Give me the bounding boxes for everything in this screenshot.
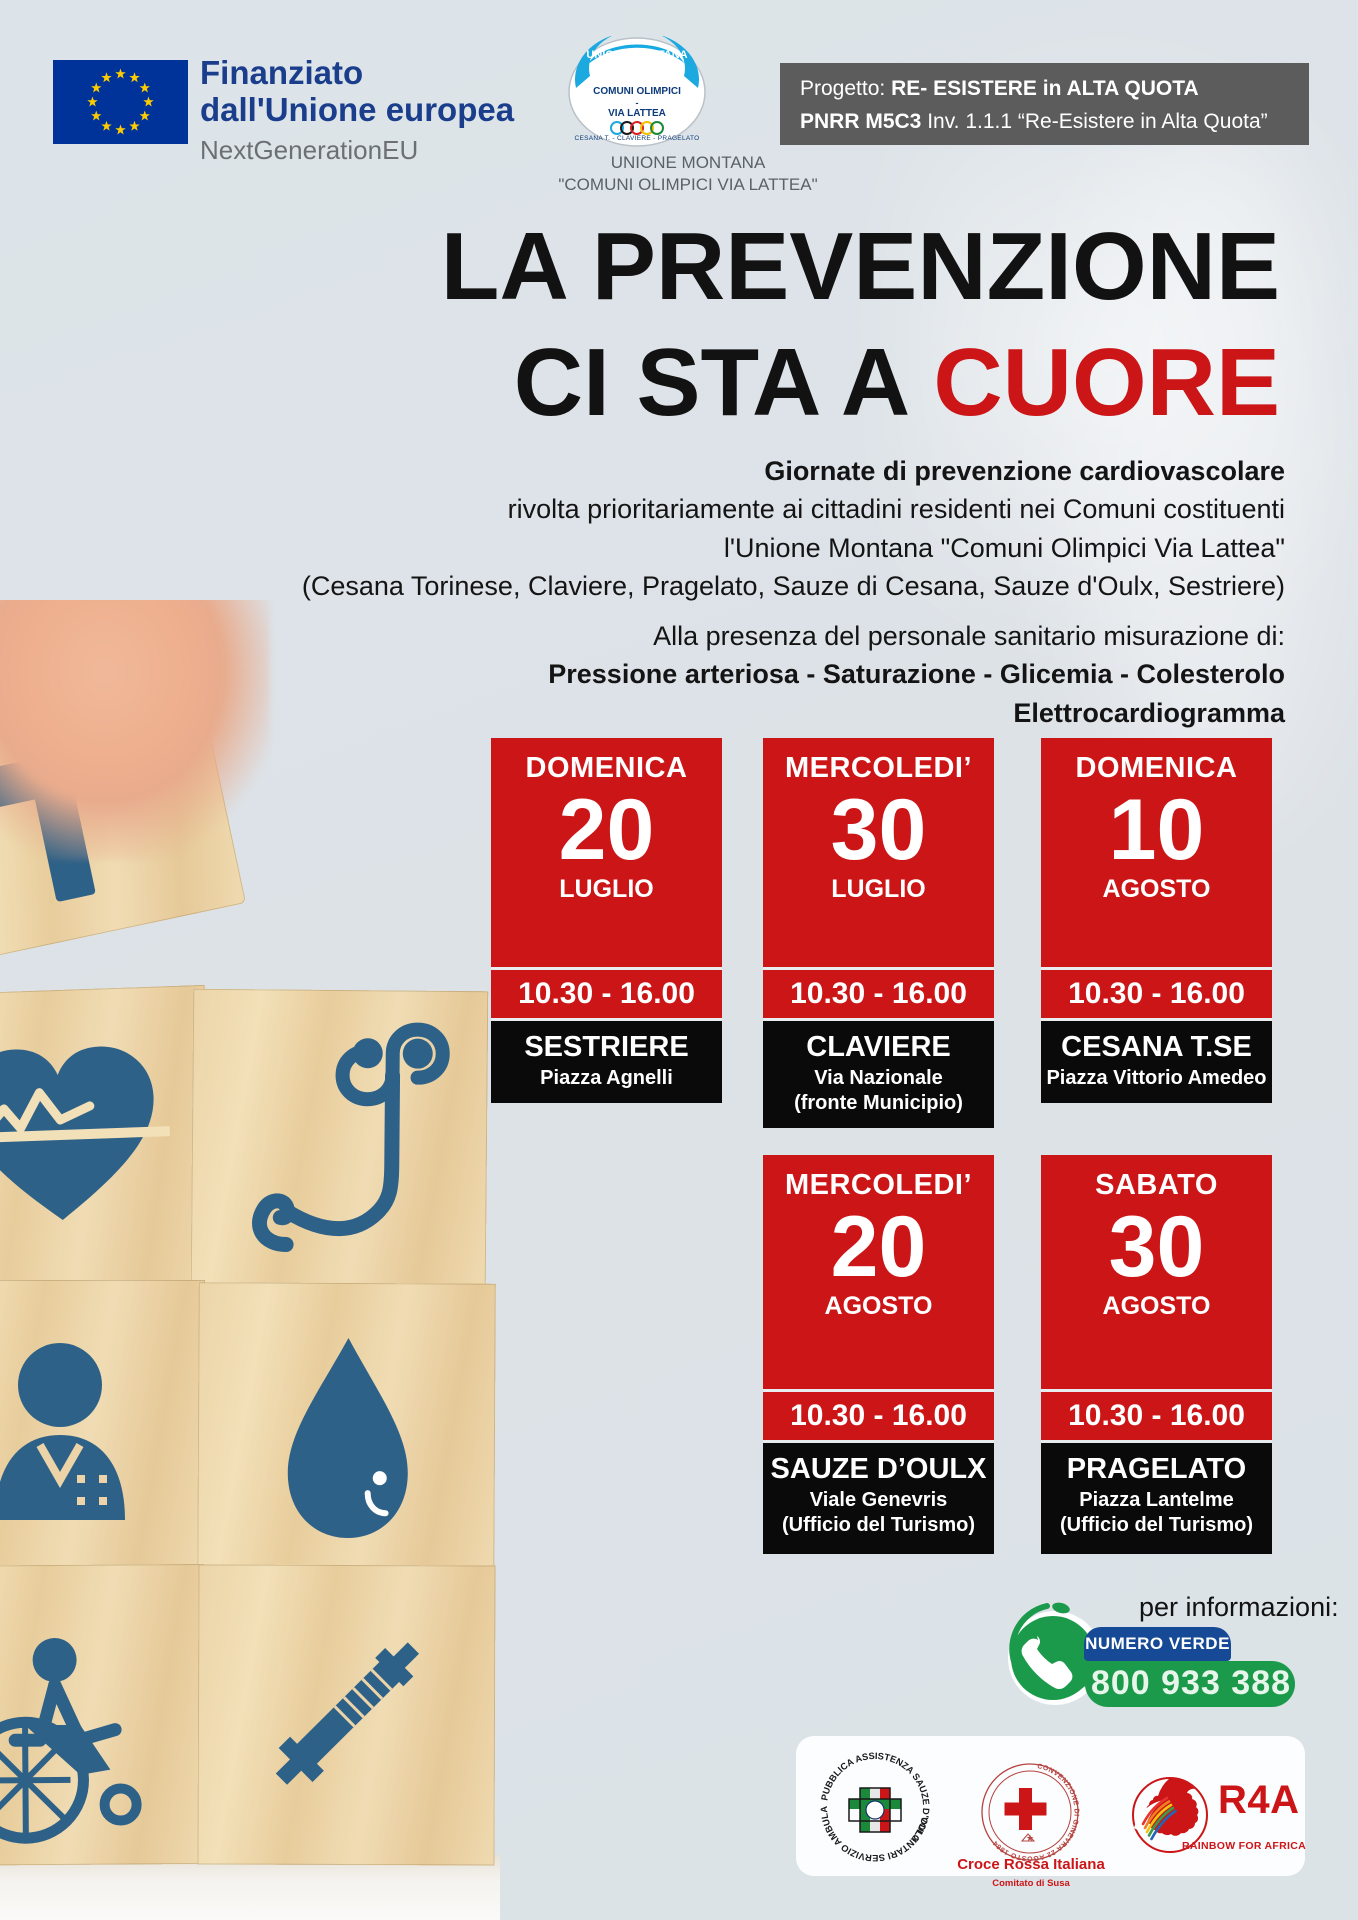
- svg-text:COMUNI OLIMPICI: COMUNI OLIMPICI: [593, 86, 681, 97]
- svg-text:UNIONE MONTANA: UNIONE MONTANA: [586, 49, 687, 61]
- svg-text:VIA LATTEA: VIA LATTEA: [608, 108, 666, 119]
- svg-text:CESANA T. - CLAVIERE - PRAGELA: CESANA T. - CLAVIERE - PRAGELATO: [574, 135, 699, 142]
- svg-text:★: ★: [1026, 1833, 1034, 1843]
- svg-text:-: -: [636, 98, 639, 108]
